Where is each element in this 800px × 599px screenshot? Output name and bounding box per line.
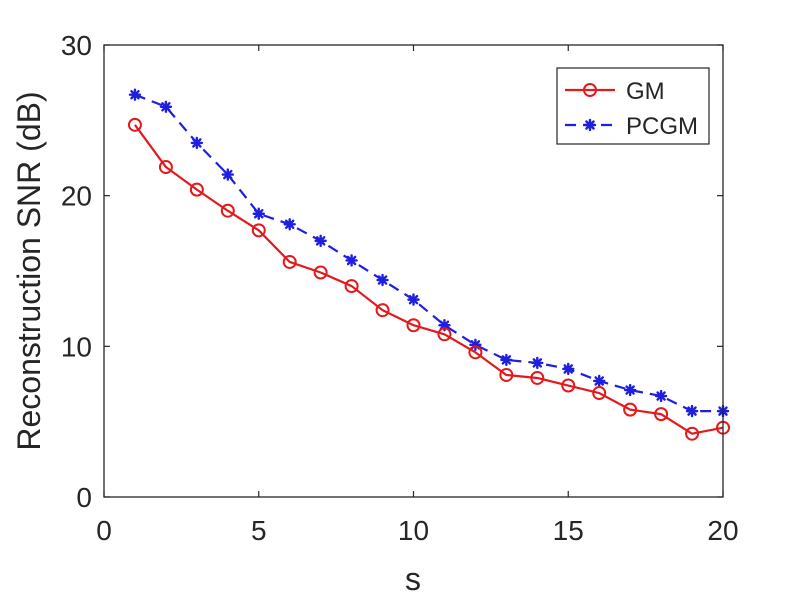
data-point-gm	[406, 318, 421, 333]
data-point-gm	[499, 367, 514, 382]
data-point-pcgm	[283, 218, 296, 231]
x-tick-label: 10	[398, 515, 429, 546]
y-axis-label: Reconstruction SNR (dB)	[11, 91, 47, 450]
data-point-pcgm	[252, 207, 265, 220]
data-point-pcgm	[314, 234, 327, 248]
legend: GM PCGM	[556, 67, 710, 145]
y-tick-label: 20	[61, 181, 92, 212]
data-point-gm	[127, 117, 142, 132]
data-point-pcgm	[407, 293, 420, 306]
data-point-pcgm	[159, 100, 173, 113]
x-axis-label: s	[405, 561, 421, 597]
data-point-gm	[189, 182, 204, 197]
legend-marker-gm	[583, 83, 597, 97]
x-tick-label: 15	[553, 515, 584, 546]
x-tick-label: 0	[96, 515, 112, 546]
legend-label-gm: GM	[626, 78, 665, 105]
data-point-pcgm	[623, 383, 637, 397]
x-tick-label: 5	[251, 515, 267, 546]
x-tick-label: 20	[707, 515, 738, 546]
y-tick-label: 30	[61, 30, 92, 61]
data-point-gm	[344, 279, 359, 294]
y-tick-label: 10	[61, 331, 92, 362]
data-point-gm	[592, 386, 607, 401]
data-point-pcgm	[345, 254, 358, 267]
y-tick-label: 0	[76, 482, 92, 513]
data-point-gm	[158, 160, 173, 175]
legend-label-pcgm: PCGM	[626, 113, 698, 140]
data-point-pcgm	[562, 362, 575, 376]
data-point-pcgm	[685, 404, 699, 418]
data-point-gm	[313, 265, 328, 280]
data-point-pcgm	[128, 88, 142, 101]
data-point-gm	[530, 370, 545, 385]
data-point-gm	[282, 254, 297, 269]
legend-marker-symbol-gm	[583, 83, 597, 97]
data-point-gm	[685, 426, 700, 441]
data-point-gm	[468, 345, 483, 360]
data-point-pcgm	[593, 374, 606, 388]
data-point-gm	[561, 378, 576, 393]
data-point-gm	[623, 402, 638, 417]
data-point-pcgm	[654, 389, 668, 403]
data-point-gm	[437, 327, 452, 342]
legend-box	[556, 67, 710, 145]
data-point-pcgm	[190, 136, 204, 150]
data-point-gm	[220, 203, 235, 218]
series-layer	[127, 88, 730, 441]
data-point-gm	[654, 407, 669, 422]
legend-marker-pcgm	[583, 118, 597, 132]
series-line-pcgm	[134, 93, 723, 413]
data-point-pcgm	[500, 353, 513, 367]
legend-marker-symbol-pcgm	[583, 118, 597, 132]
data-point-gm	[251, 223, 266, 238]
data-point-gm	[375, 303, 390, 318]
data-point-pcgm	[531, 356, 544, 370]
axes-layer: 0 5 10 15 20 0 10 20 30	[61, 30, 739, 546]
data-point-pcgm	[376, 273, 389, 287]
data-point-pcgm	[221, 168, 235, 181]
